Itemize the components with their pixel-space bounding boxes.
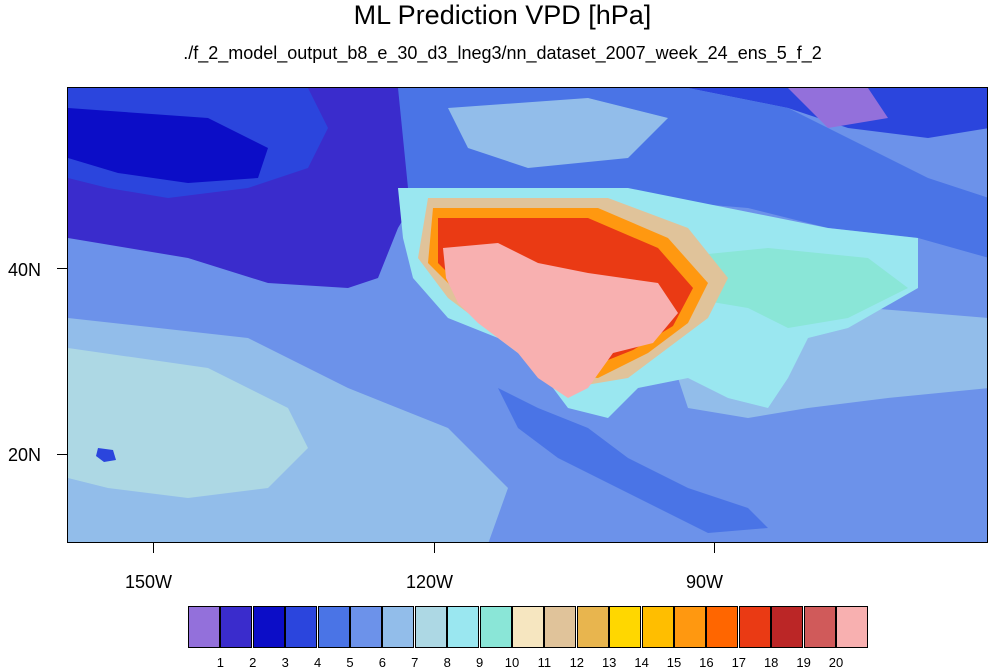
x-tick-label: 90W — [686, 572, 724, 592]
colorbar-cell — [641, 606, 674, 648]
x-tick-label: 120W — [406, 572, 454, 592]
vpd-map — [67, 87, 988, 543]
colorbar-cell — [512, 606, 544, 648]
colorbar-label: 5 — [346, 655, 354, 670]
colorbar-cell — [382, 606, 415, 648]
colorbar-cell — [188, 606, 220, 648]
y-tick-mark — [57, 268, 67, 269]
colorbar-label: 3 — [281, 655, 289, 670]
colorbar-label: 11 — [537, 655, 552, 670]
colorbar-cell — [706, 606, 739, 648]
colorbar-label: 15 — [666, 655, 682, 670]
colorbar-label: 19 — [796, 655, 811, 670]
canada-light — [448, 98, 668, 168]
y-tick-label: 40N — [8, 260, 42, 280]
colorbar-label: 13 — [601, 655, 617, 670]
colorbar-cell — [350, 606, 382, 648]
north-pacific-darkest — [68, 108, 268, 183]
colorbar-label: 16 — [699, 655, 714, 670]
colorbar-cell — [738, 606, 771, 648]
colorbar-cell — [285, 606, 318, 648]
colorbar-label: 10 — [504, 655, 520, 670]
colorbar-label: 9 — [475, 655, 484, 670]
hawaii-islands — [96, 448, 116, 462]
colorbar-label: 6 — [378, 655, 386, 670]
south-pacific-light — [68, 348, 308, 498]
vpd-map-canvas — [68, 88, 987, 542]
northeast-purple — [788, 88, 888, 128]
colorbar-label: 4 — [313, 655, 322, 670]
colorbar-cell — [544, 606, 577, 648]
colorbar-cell — [317, 606, 350, 648]
colorbar-cell — [414, 606, 447, 648]
colorbar-label: 14 — [634, 655, 649, 670]
colorbar-cell — [220, 606, 253, 648]
colorbar-label: 7 — [411, 655, 419, 670]
colorbar-cell — [674, 606, 706, 648]
colorbar-cell — [771, 606, 804, 648]
y-tick-label: 20N — [8, 445, 42, 465]
colorbar-label: 12 — [569, 655, 585, 670]
hot-core-region — [443, 243, 678, 398]
y-tick-mark — [57, 454, 67, 455]
colorbar-cell — [836, 606, 868, 648]
colorbar-cell — [252, 606, 285, 648]
colorbar-label: 1 — [216, 655, 224, 670]
colorbar-cell — [609, 606, 642, 648]
colorbar-cell — [447, 606, 480, 648]
colorbar-label: 2 — [249, 655, 257, 670]
colorbar-cell — [803, 606, 836, 648]
map-subtitle: ./f_2_model_output_b8_e_30_d3_lneg3/nn_d… — [183, 43, 822, 63]
colorbar-cell — [479, 606, 512, 648]
x-tick-mark — [434, 543, 435, 553]
colorbar-cell — [576, 606, 609, 648]
colorbar-label: 18 — [763, 655, 779, 670]
x-tick-mark — [153, 543, 154, 553]
x-tick-label: 150W — [125, 572, 173, 592]
us-east-field — [668, 248, 908, 328]
colorbar-label: 20 — [828, 655, 844, 670]
mexico-strip — [498, 388, 768, 533]
colorbar-label: 8 — [443, 655, 451, 670]
colorbar-label: 17 — [731, 655, 747, 670]
x-tick-mark — [714, 543, 715, 553]
map-title: ML Prediction VPD [hPa] — [353, 0, 652, 30]
